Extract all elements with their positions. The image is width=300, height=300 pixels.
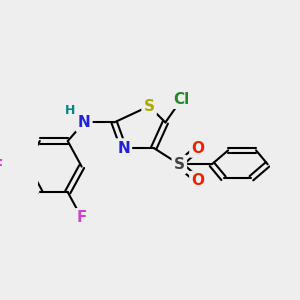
Text: N: N (117, 140, 130, 155)
Text: O: O (191, 140, 204, 155)
Text: F: F (0, 159, 3, 174)
Text: S: S (174, 157, 185, 172)
Text: H: H (65, 104, 75, 117)
Text: O: O (191, 173, 204, 188)
Text: N: N (78, 115, 90, 130)
Text: F: F (76, 210, 87, 225)
Text: S: S (144, 99, 154, 114)
Text: Cl: Cl (173, 92, 190, 107)
